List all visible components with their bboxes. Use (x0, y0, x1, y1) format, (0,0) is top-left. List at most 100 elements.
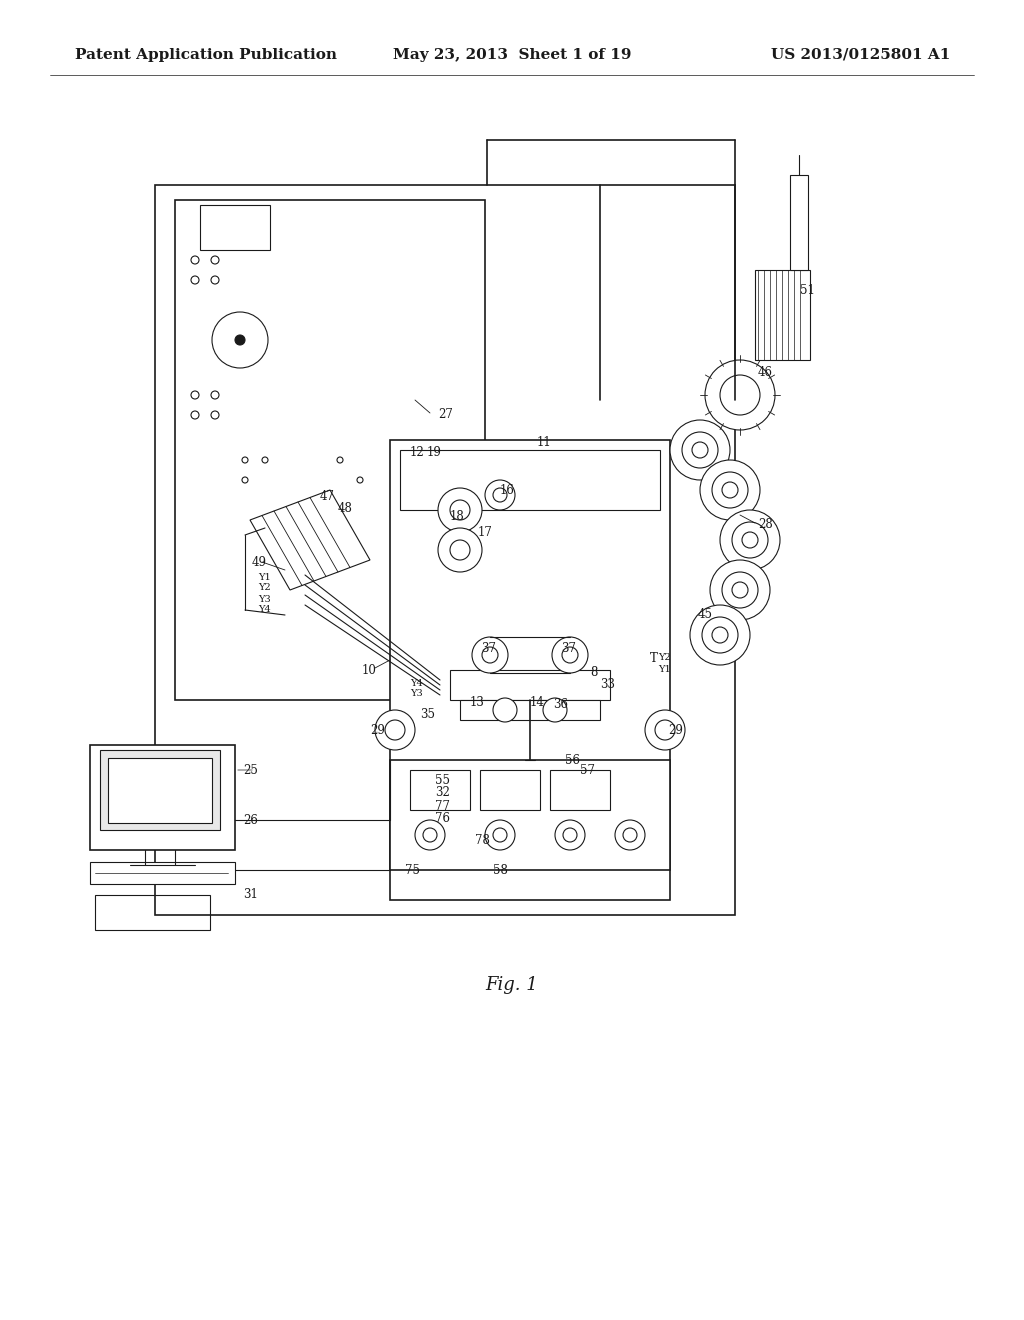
Text: Y4: Y4 (410, 678, 423, 688)
Text: 51: 51 (800, 284, 815, 297)
Circle shape (385, 719, 406, 741)
Bar (755, 271, 810, 360)
Text: 28: 28 (758, 519, 773, 532)
Circle shape (702, 616, 738, 653)
Circle shape (562, 647, 578, 663)
Circle shape (690, 605, 750, 665)
Circle shape (450, 540, 470, 560)
Bar (90, 744, 234, 850)
Circle shape (242, 477, 248, 483)
Text: Y3: Y3 (410, 689, 423, 697)
Text: 48: 48 (338, 502, 353, 515)
Text: T: T (650, 652, 657, 664)
Text: 27: 27 (438, 408, 453, 421)
Circle shape (563, 828, 577, 842)
Text: 37: 37 (481, 643, 496, 656)
Circle shape (485, 480, 515, 510)
Text: 46: 46 (758, 367, 773, 380)
Circle shape (191, 256, 199, 264)
Circle shape (211, 256, 219, 264)
Text: 18: 18 (450, 511, 465, 524)
Circle shape (211, 276, 219, 284)
Circle shape (375, 710, 415, 750)
Bar (155, 185, 735, 915)
Text: Y3: Y3 (258, 594, 270, 603)
Bar (550, 770, 610, 810)
Circle shape (742, 532, 758, 548)
Circle shape (623, 828, 637, 842)
Bar (175, 201, 485, 700)
Bar (790, 176, 808, 271)
Text: 75: 75 (406, 863, 420, 876)
Circle shape (655, 719, 675, 741)
Circle shape (485, 820, 515, 850)
Bar (108, 758, 212, 822)
Bar (460, 700, 600, 719)
Text: 35: 35 (420, 709, 435, 722)
Circle shape (211, 411, 219, 418)
Bar (390, 760, 670, 870)
Text: 29: 29 (668, 723, 683, 737)
Text: 10: 10 (362, 664, 377, 676)
Circle shape (357, 477, 362, 483)
Text: 49: 49 (252, 556, 267, 569)
Circle shape (722, 482, 738, 498)
Text: 36: 36 (553, 698, 568, 711)
Circle shape (732, 521, 768, 558)
Circle shape (692, 442, 708, 458)
Text: US 2013/0125801 A1: US 2013/0125801 A1 (771, 48, 950, 62)
Text: 78: 78 (475, 833, 489, 846)
Circle shape (682, 432, 718, 469)
Circle shape (493, 698, 517, 722)
Circle shape (234, 335, 245, 345)
Circle shape (705, 360, 775, 430)
Circle shape (722, 572, 758, 609)
Text: Patent Application Publication: Patent Application Publication (75, 48, 337, 62)
Text: 76: 76 (435, 813, 450, 825)
Text: 58: 58 (493, 863, 508, 876)
Circle shape (670, 420, 730, 480)
Circle shape (191, 391, 199, 399)
Circle shape (712, 473, 748, 508)
Circle shape (337, 457, 343, 463)
Text: 29: 29 (370, 723, 385, 737)
Text: 8: 8 (590, 665, 597, 678)
Text: Y4: Y4 (258, 606, 270, 615)
Text: 25: 25 (243, 763, 258, 776)
Bar (450, 671, 610, 700)
Circle shape (543, 698, 567, 722)
Circle shape (720, 375, 760, 414)
Text: 11: 11 (537, 437, 552, 450)
Text: May 23, 2013  Sheet 1 of 19: May 23, 2013 Sheet 1 of 19 (393, 48, 631, 62)
Circle shape (423, 828, 437, 842)
Text: 17: 17 (478, 525, 493, 539)
Circle shape (493, 488, 507, 502)
Bar (100, 750, 220, 830)
Circle shape (472, 638, 508, 673)
Circle shape (720, 510, 780, 570)
Text: 16: 16 (500, 483, 515, 496)
Circle shape (211, 391, 219, 399)
Text: 31: 31 (243, 888, 258, 902)
Bar (480, 770, 540, 810)
Circle shape (191, 411, 199, 418)
Circle shape (415, 820, 445, 850)
Circle shape (438, 488, 482, 532)
Circle shape (700, 459, 760, 520)
Circle shape (555, 820, 585, 850)
Circle shape (615, 820, 645, 850)
Text: 13: 13 (470, 696, 485, 709)
Circle shape (242, 457, 248, 463)
Circle shape (493, 828, 507, 842)
Bar (390, 440, 670, 900)
Circle shape (191, 276, 199, 284)
Circle shape (450, 500, 470, 520)
Circle shape (732, 582, 748, 598)
Text: 32: 32 (435, 787, 450, 800)
Bar (90, 862, 234, 884)
Circle shape (212, 312, 268, 368)
Text: Y2: Y2 (258, 583, 270, 593)
Text: Y1: Y1 (258, 573, 270, 582)
Text: 55: 55 (435, 774, 450, 787)
Circle shape (552, 638, 588, 673)
